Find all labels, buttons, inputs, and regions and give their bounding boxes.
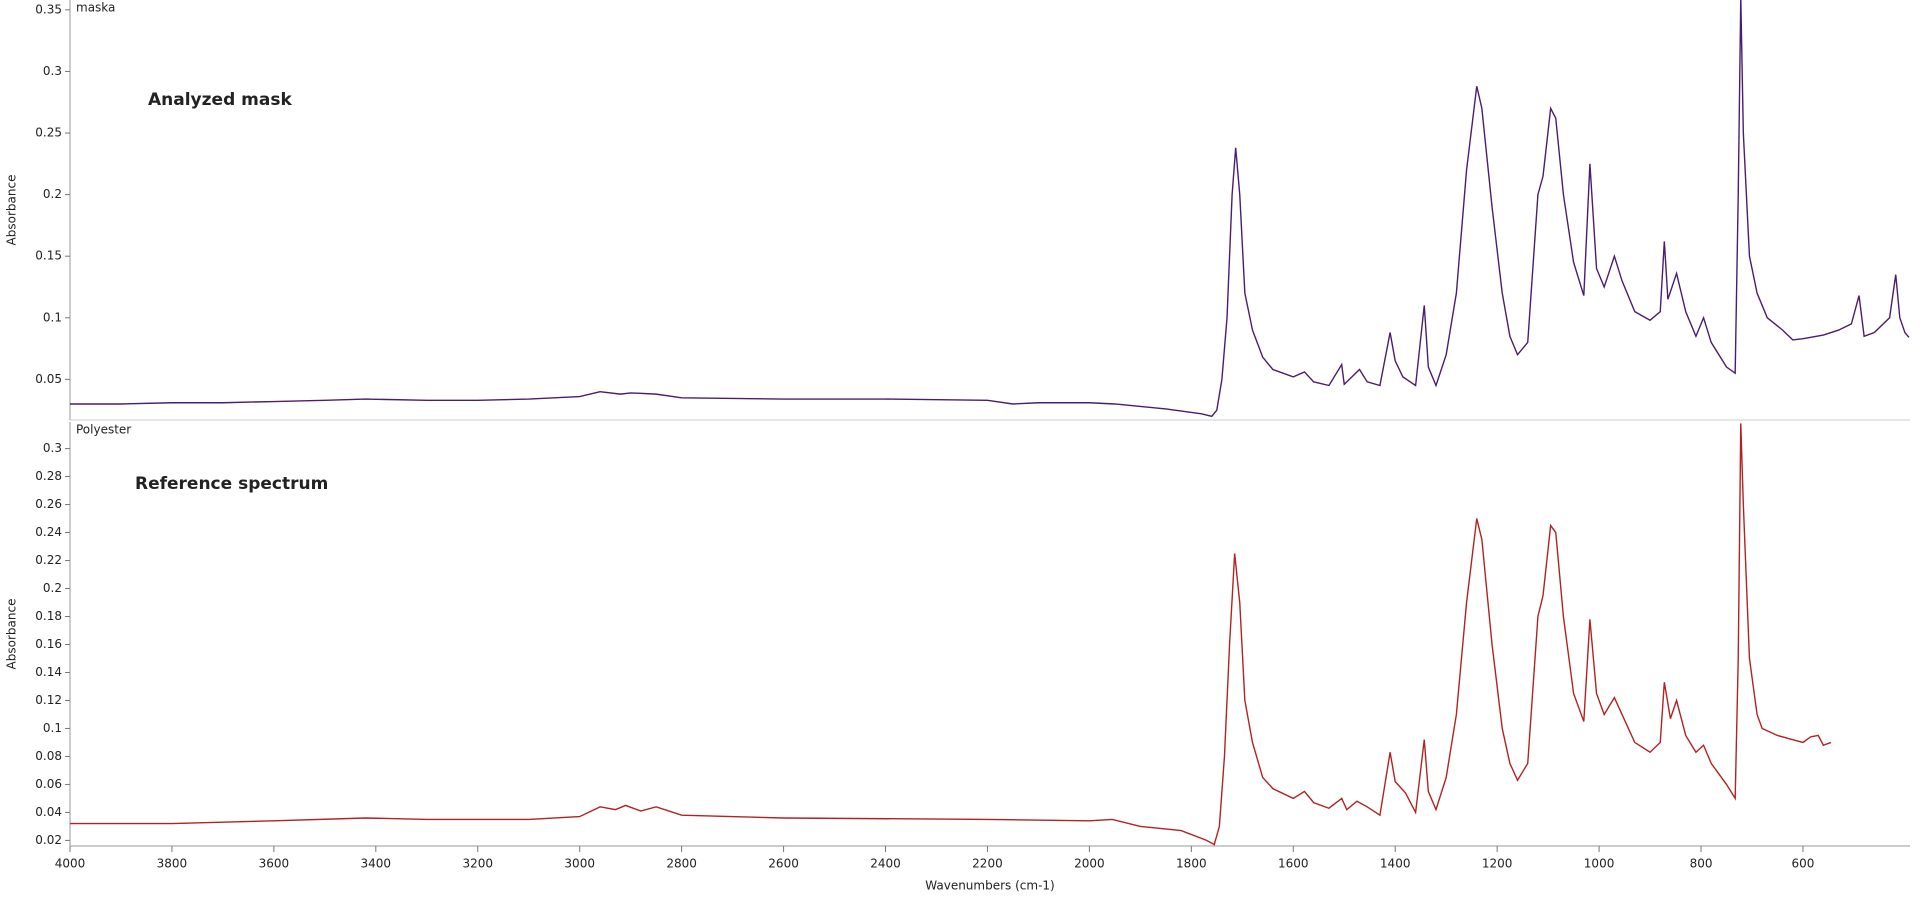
y-tick-label: 0.02	[35, 833, 62, 847]
y-tick-label: 0.3	[43, 64, 62, 78]
x-axis-label: Wavenumbers (cm-1)	[925, 879, 1054, 893]
annotation: Reference spectrum	[135, 474, 328, 494]
series-label: Polyester	[76, 423, 131, 437]
x-tick-label: 4000	[55, 857, 86, 871]
x-tick-label: 1000	[1584, 857, 1615, 871]
y-tick-label: 0.1	[43, 310, 62, 324]
x-tick-label: 1600	[1278, 857, 1309, 871]
y-tick-label: 0.35	[35, 2, 62, 16]
y-tick-label: 0.15	[35, 249, 62, 263]
y-tick-label: 0.22	[35, 553, 62, 567]
x-tick-label: 3200	[462, 857, 493, 871]
x-tick-label: 1800	[1176, 857, 1207, 871]
y-tick-label: 0.25	[35, 126, 62, 140]
x-tick-label: 3800	[157, 857, 188, 871]
x-tick-label: 3400	[361, 857, 392, 871]
x-tick-label: 600	[1792, 857, 1815, 871]
series-label: maska	[76, 1, 115, 15]
y-axis-label: Absorbance	[5, 175, 19, 246]
x-tick-label: 2000	[1074, 857, 1105, 871]
y-tick-label: 0.18	[35, 609, 62, 623]
x-tick-label: 3600	[259, 857, 290, 871]
y-axis-label: Absorbance	[5, 599, 19, 670]
x-tick-label: 800	[1690, 857, 1713, 871]
annotation: Analyzed mask	[148, 90, 292, 110]
y-tick-label: 0.2	[43, 581, 62, 595]
x-tick-label: 2600	[768, 857, 799, 871]
y-tick-label: 0.14	[35, 665, 62, 679]
x-tick-label: 1400	[1380, 857, 1411, 871]
spectrum-line	[70, 0, 1910, 418]
y-tick-label: 0.28	[35, 469, 62, 483]
y-tick-label: 0.05	[35, 372, 62, 386]
y-tick-label: 0.06	[35, 777, 62, 791]
y-tick-label: 0.12	[35, 693, 62, 707]
y-tick-label: 0.04	[35, 805, 62, 819]
spectrum-line	[70, 423, 1832, 846]
y-tick-label: 0.1	[43, 721, 62, 735]
x-tick-label: 1200	[1482, 857, 1513, 871]
x-tick-label: 2800	[666, 857, 697, 871]
y-tick-label: 0.26	[35, 497, 62, 511]
x-tick-label: 2400	[870, 857, 901, 871]
y-tick-label: 0.2	[43, 187, 62, 201]
y-tick-label: 0.16	[35, 637, 62, 651]
y-tick-label: 0.08	[35, 749, 62, 763]
y-tick-label: 0.3	[43, 441, 62, 455]
y-tick-label: 0.24	[35, 525, 62, 539]
x-tick-label: 2200	[972, 857, 1003, 871]
x-tick-label: 3000	[564, 857, 595, 871]
